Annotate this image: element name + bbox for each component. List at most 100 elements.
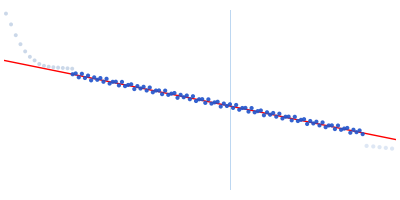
Point <box>270 111 276 115</box>
Point <box>131 87 138 91</box>
Point <box>279 117 286 120</box>
Point <box>162 89 168 92</box>
Point <box>383 146 389 149</box>
Point <box>156 89 162 92</box>
Point <box>140 85 147 88</box>
Point <box>100 80 107 83</box>
Point <box>91 76 98 79</box>
Point <box>3 12 9 15</box>
Point <box>144 89 150 92</box>
Point <box>146 86 153 89</box>
Point <box>187 98 193 101</box>
Point <box>205 98 212 101</box>
Point <box>364 144 370 147</box>
Point <box>245 110 252 113</box>
Point <box>106 82 113 85</box>
Point <box>178 93 184 96</box>
Point <box>134 84 141 88</box>
Point <box>341 127 347 130</box>
Point <box>292 115 298 118</box>
Point <box>313 120 320 123</box>
Point <box>376 146 383 149</box>
Point <box>322 126 329 129</box>
Point <box>150 91 156 94</box>
Point <box>88 79 94 82</box>
Point <box>46 65 52 68</box>
Point <box>76 76 82 79</box>
Point <box>242 106 249 110</box>
Point <box>22 50 28 53</box>
Point <box>159 93 165 96</box>
Point <box>12 34 19 37</box>
Point <box>211 101 218 104</box>
Point <box>180 96 187 99</box>
Point <box>17 43 24 46</box>
Point <box>128 83 134 86</box>
Point <box>261 114 267 117</box>
Point <box>85 74 91 77</box>
Point <box>353 131 360 134</box>
Point <box>174 96 181 99</box>
Point <box>119 80 125 83</box>
Point <box>360 133 366 136</box>
Point <box>282 115 289 118</box>
Point <box>252 111 258 114</box>
Point <box>307 119 314 123</box>
Point <box>64 67 71 70</box>
Point <box>82 76 88 80</box>
Point <box>36 62 42 66</box>
Point <box>347 131 354 134</box>
Point <box>103 77 110 80</box>
Point <box>55 66 61 69</box>
Point <box>50 66 56 69</box>
Point <box>332 127 338 131</box>
Point <box>202 101 208 104</box>
Point <box>264 111 270 114</box>
Point <box>273 115 280 118</box>
Point <box>276 112 282 115</box>
Point <box>236 108 242 111</box>
Point <box>316 124 323 127</box>
Point <box>254 110 261 113</box>
Point <box>8 23 14 26</box>
Point <box>153 89 159 92</box>
Point <box>110 80 116 83</box>
Point <box>41 64 47 67</box>
Point <box>224 104 230 108</box>
Point <box>184 94 190 97</box>
Point <box>196 98 202 101</box>
Point <box>165 93 172 96</box>
Point <box>94 78 100 81</box>
Point <box>113 80 119 83</box>
Point <box>27 55 33 58</box>
Point <box>310 122 316 125</box>
Point <box>199 98 206 101</box>
Point <box>168 92 174 95</box>
Point <box>335 124 341 127</box>
Point <box>97 76 104 80</box>
Point <box>338 128 344 131</box>
Point <box>116 84 122 87</box>
Point <box>298 118 304 121</box>
Point <box>60 66 66 70</box>
Point <box>31 59 38 62</box>
Point <box>295 119 301 123</box>
Point <box>190 95 196 98</box>
Point <box>326 124 332 127</box>
Point <box>214 100 221 103</box>
Point <box>286 115 292 118</box>
Point <box>258 109 264 112</box>
Point <box>208 102 215 105</box>
Point <box>344 126 350 130</box>
Point <box>70 73 76 76</box>
Point <box>125 83 131 87</box>
Point <box>72 72 79 75</box>
Point <box>239 106 246 110</box>
Point <box>356 129 363 132</box>
Point <box>221 102 227 105</box>
Point <box>227 103 233 106</box>
Point <box>79 72 85 75</box>
Point <box>350 128 357 131</box>
Point <box>301 118 307 121</box>
Point <box>248 106 255 110</box>
